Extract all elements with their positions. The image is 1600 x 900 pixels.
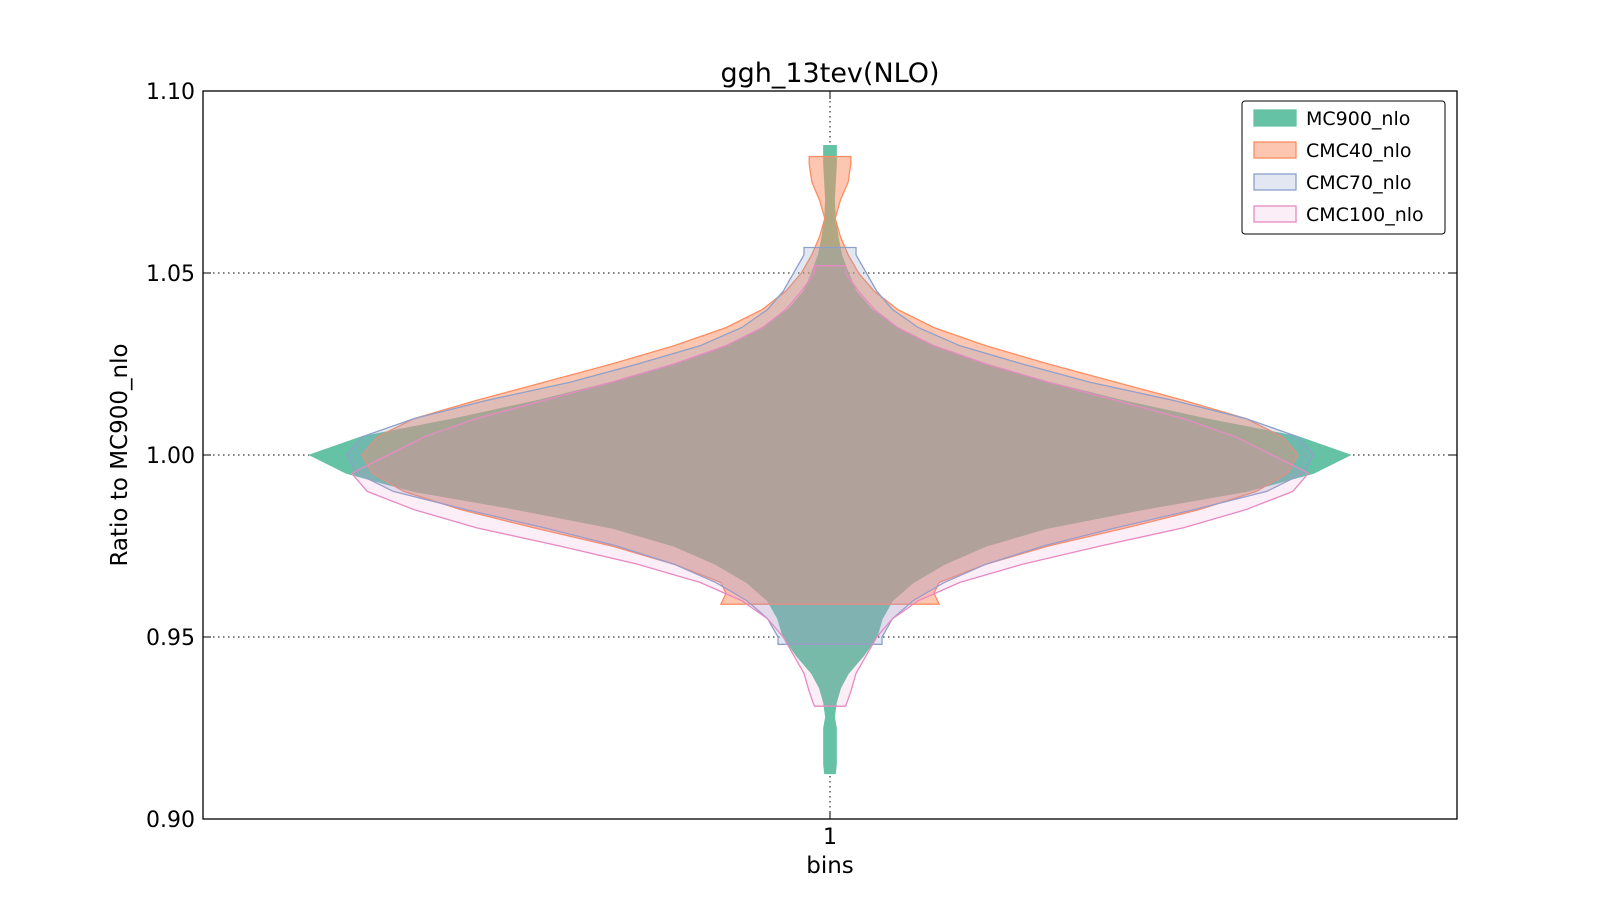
axis-ticks: 0.90 0.95 1.00 1.05 1.10 1 bbox=[146, 80, 1457, 850]
legend-swatch-cmc40-nlo bbox=[1253, 141, 1297, 159]
legend: MC900_nlo CMC40_nlo CMC70_nlo CMC100_nlo bbox=[1241, 100, 1446, 235]
legend-label-mc900-nlo: MC900_nlo bbox=[1306, 108, 1410, 130]
violin-cmc100-nlo bbox=[350, 265, 1310, 707]
x-axis-label: bins bbox=[806, 853, 854, 879]
y-tick-label: 1.00 bbox=[146, 444, 195, 469]
violins bbox=[308, 144, 1352, 775]
violin-cmc70-nlo bbox=[345, 246, 1315, 645]
y-tick-label: 1.10 bbox=[146, 80, 195, 105]
y-tick-label: 1.05 bbox=[146, 262, 195, 287]
chart-title: ggh_13tev(NLO) bbox=[720, 58, 939, 89]
y-tick-label: 0.90 bbox=[146, 808, 195, 833]
legend-swatch-cmc70-nlo bbox=[1253, 173, 1297, 191]
legend-swatch-cmc100-nlo bbox=[1253, 205, 1297, 223]
y-axis-label: Ratio to MC900_nlo bbox=[107, 343, 133, 566]
legend-label-cmc40-nlo: CMC40_nlo bbox=[1306, 140, 1412, 162]
x-tick-label: 1 bbox=[823, 825, 837, 850]
legend-label-cmc70-nlo: CMC70_nlo bbox=[1306, 172, 1412, 194]
y-tick-label: 0.95 bbox=[146, 626, 195, 651]
legend-label-cmc100-nlo: CMC100_nlo bbox=[1306, 204, 1424, 226]
violin-cmc40-nlo bbox=[361, 155, 1299, 605]
legend-swatch-mc900-nlo bbox=[1253, 109, 1297, 127]
legend-box bbox=[1241, 100, 1446, 235]
